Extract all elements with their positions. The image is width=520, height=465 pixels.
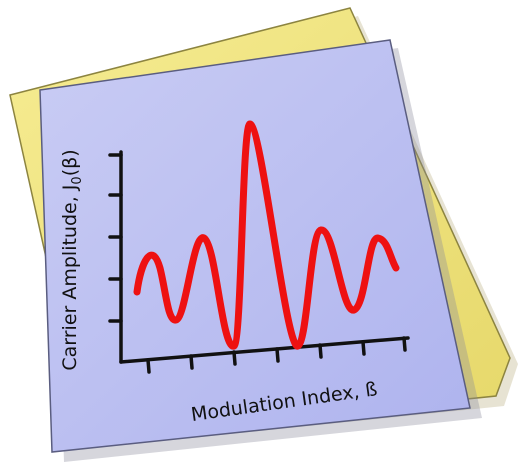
y-label-text: Carrier Amplitude, J xyxy=(59,185,81,371)
signal-curve xyxy=(133,120,400,350)
x-axis xyxy=(119,336,410,364)
x-tick xyxy=(232,350,237,366)
y-label-suffix: (β) xyxy=(59,149,81,176)
x-tick xyxy=(275,347,280,363)
x-tick xyxy=(402,336,407,352)
axes xyxy=(108,150,410,374)
x-tick xyxy=(146,358,151,374)
x-tick xyxy=(189,354,194,370)
y-axis-label: Carrier Amplitude, J0(β) xyxy=(59,149,85,370)
x-tick xyxy=(318,343,323,359)
y-label-subscript: 0 xyxy=(70,176,85,184)
x-tick xyxy=(361,340,366,356)
